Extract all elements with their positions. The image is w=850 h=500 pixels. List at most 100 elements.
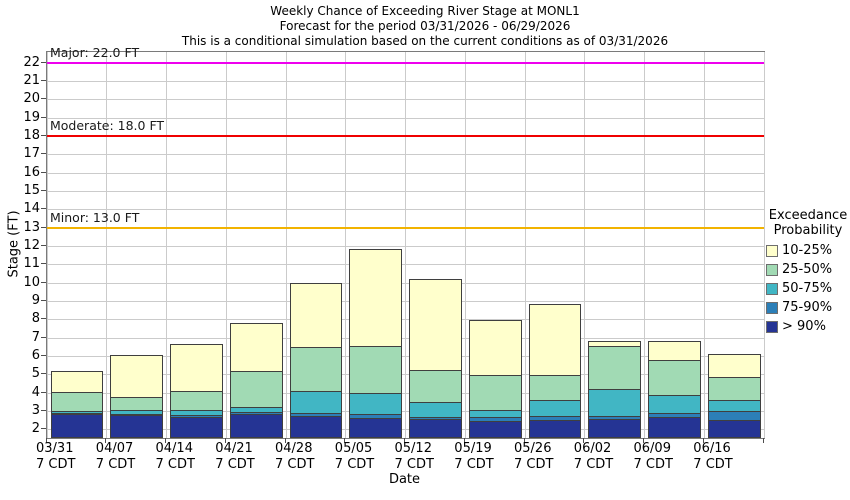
bar-segment-90 bbox=[649, 416, 700, 437]
x-tick-time: 7 CDT bbox=[275, 457, 315, 472]
bar-segment-90 bbox=[708, 419, 760, 437]
x-tick-date: 06/09 bbox=[633, 441, 671, 456]
y-tick-label: 14 bbox=[23, 201, 40, 217]
x-tick-label: 03/31 7 CDT bbox=[36, 441, 106, 473]
bar-04-21 bbox=[229, 322, 283, 438]
x-gridline bbox=[46, 52, 48, 438]
bar-05-19 bbox=[468, 319, 522, 438]
y-tick-label: 19 bbox=[23, 109, 40, 125]
x-tick-time: 7 CDT bbox=[573, 457, 614, 472]
y-tick-mark bbox=[41, 336, 46, 338]
y-tick-mark bbox=[41, 98, 46, 100]
y-tick-label: 20 bbox=[23, 91, 40, 107]
y-tick-mark bbox=[41, 153, 46, 155]
y-tick-label: 3 bbox=[31, 402, 40, 418]
x-tick-date: 05/12 bbox=[394, 441, 432, 456]
x-gridline bbox=[464, 52, 466, 438]
y-tick-mark bbox=[41, 134, 46, 136]
legend-swatch bbox=[766, 244, 778, 257]
x-tick-date: 04/14 bbox=[155, 441, 193, 456]
x-gridline bbox=[345, 52, 347, 438]
x-tick-mark bbox=[224, 438, 226, 443]
bar-06-16 bbox=[707, 353, 761, 438]
x-gridline bbox=[524, 52, 526, 438]
chart-title-line-2: Forecast for the period 03/31/2026 - 06/… bbox=[279, 19, 571, 33]
x-gridline bbox=[584, 52, 586, 438]
x-gridline bbox=[166, 52, 167, 438]
y-tick-label: 9 bbox=[31, 292, 40, 308]
x-tick-mark bbox=[404, 438, 405, 443]
y-tick-label: 11 bbox=[23, 256, 40, 272]
x-tick-label: 06/02 7 CDT bbox=[574, 441, 644, 473]
x-tick-mark bbox=[463, 438, 465, 443]
x-tick-label: 05/12 7 CDT bbox=[395, 441, 465, 473]
bar-segment-90 bbox=[51, 414, 103, 437]
legend-swatch bbox=[766, 263, 778, 276]
reflabel-minor: Minor: 13.0 FT bbox=[50, 210, 140, 225]
bar-04-28 bbox=[289, 283, 343, 438]
legend-item-label: 50-75% bbox=[782, 281, 833, 296]
x-tick-mark bbox=[105, 438, 107, 443]
x-tick-label: 04/21 7 CDT bbox=[215, 441, 285, 473]
y-tick-mark bbox=[41, 263, 46, 265]
x-tick-time: 7 CDT bbox=[454, 457, 494, 472]
y-tick-label: 16 bbox=[23, 164, 40, 180]
x-gridline bbox=[106, 52, 108, 438]
x-tick-time: 7 CDT bbox=[693, 457, 733, 472]
legend-item: 10-25% bbox=[766, 241, 850, 260]
x-tick-date: 05/19 bbox=[454, 441, 492, 456]
plot-area bbox=[46, 51, 765, 439]
x-tick-label: 06/09 7 CDT bbox=[634, 441, 704, 473]
refline-major bbox=[47, 62, 764, 64]
y-tick-mark bbox=[41, 354, 46, 356]
legend-item-label: 10-25% bbox=[782, 243, 833, 258]
y-tick-label: 21 bbox=[23, 72, 40, 88]
bar-04-14 bbox=[170, 343, 223, 438]
y-tick-mark bbox=[41, 299, 46, 301]
y-tick-label: 7 bbox=[31, 329, 40, 345]
x-tick-time: 7 CDT bbox=[633, 457, 673, 472]
y-tick-mark bbox=[41, 226, 46, 228]
y-tick-mark bbox=[41, 208, 46, 210]
legend-items: 10-25% 25-50% 50-75% 75-90% > 90% bbox=[766, 241, 850, 336]
legend-item: 75-90% bbox=[766, 298, 850, 317]
bar-segment-90 bbox=[290, 415, 342, 437]
y-tick-label: 8 bbox=[31, 311, 40, 327]
y-tick-label: 5 bbox=[31, 366, 40, 382]
y-tick-mark bbox=[41, 244, 46, 246]
bar-06-02 bbox=[588, 340, 642, 438]
x-tick-mark bbox=[583, 438, 585, 443]
chart-title-line-3: This is a conditional simulation based o… bbox=[181, 34, 669, 48]
bar-05-26 bbox=[528, 304, 582, 438]
bar-05-12 bbox=[409, 278, 462, 438]
x-tick-time: 7 CDT bbox=[155, 457, 195, 472]
y-tick-mark bbox=[41, 281, 46, 283]
bar-04-07 bbox=[110, 354, 164, 438]
x-gridline bbox=[703, 52, 705, 438]
legend-item: > 90% bbox=[766, 317, 850, 336]
x-tick-date: 04/07 bbox=[95, 441, 134, 456]
y-tick-label: 12 bbox=[23, 237, 40, 253]
legend-item-label: 75-90% bbox=[782, 300, 833, 315]
y-tick-label: 13 bbox=[23, 219, 40, 235]
refline-minor bbox=[47, 227, 764, 229]
y-tick-mark bbox=[41, 171, 46, 173]
y-tick-label: 4 bbox=[31, 384, 40, 400]
reflabel-moderate: Moderate: 18.0 FT bbox=[50, 118, 165, 134]
x-tick-mark bbox=[344, 438, 346, 443]
y-tick-mark bbox=[41, 409, 46, 411]
x-tick-time: 7 CDT bbox=[514, 457, 554, 472]
y-tick-label: 17 bbox=[23, 146, 40, 162]
bar-05-05 bbox=[349, 249, 403, 438]
x-tick-date: 04/28 bbox=[275, 441, 313, 456]
x-tick-mark bbox=[762, 438, 764, 443]
chart-title-line-1: Weekly Chance of Exceeding River Stage a… bbox=[270, 4, 580, 18]
y-tick-mark bbox=[41, 116, 46, 118]
x-tick-date: 05/26 bbox=[514, 441, 552, 456]
x-tick-date: 04/21 bbox=[215, 441, 253, 456]
y-axis-title: Stage (FT) bbox=[6, 210, 22, 278]
x-gridline bbox=[644, 52, 645, 438]
y-tick-mark bbox=[41, 318, 46, 320]
y-tick-mark bbox=[41, 428, 46, 430]
